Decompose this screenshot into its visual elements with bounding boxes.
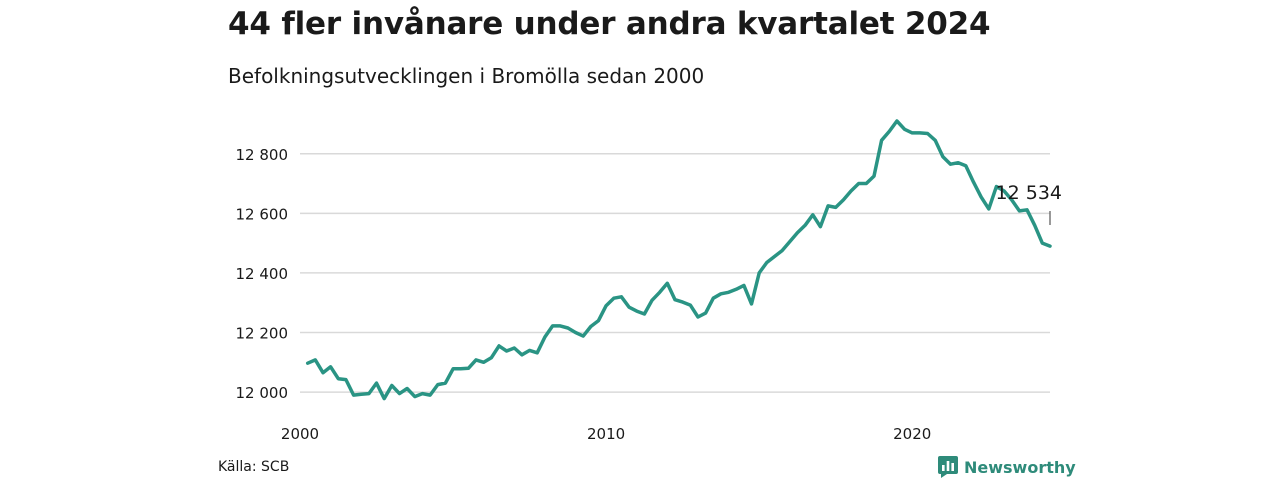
y-tick-label: 12 200 (236, 325, 289, 343)
x-axis-tick-labels: 2000 2010 2020 (281, 425, 931, 443)
x-tick-label: 2010 (587, 425, 625, 443)
x-tick-label: 2020 (893, 425, 931, 443)
y-tick-label: 12 000 (236, 384, 289, 402)
x-tick-label: 2000 (281, 425, 319, 443)
source-note: Källa: SCB (218, 459, 290, 475)
chart-subtitle: Befolkningsutvecklingen i Bromölla sedan… (228, 64, 705, 88)
brand-logo: Newsworthy (938, 456, 1076, 478)
y-tick-label: 12 400 (236, 265, 289, 283)
gridlines (300, 153, 1050, 393)
last-value-annotation: 12 534 (996, 182, 1062, 225)
y-tick-label: 12 800 (236, 146, 289, 164)
series-line (305, 119, 1052, 401)
y-axis-tick-labels: 12 000 12 200 12 400 12 600 12 800 (236, 146, 289, 402)
annotation-label: 12 534 (996, 182, 1062, 204)
y-tick-label: 12 600 (236, 205, 289, 223)
bar-chart-logo-icon (938, 456, 958, 478)
brand-name: Newsworthy (964, 457, 1076, 477)
chart-title: 44 fler invånare under andra kvartalet 2… (228, 6, 991, 42)
